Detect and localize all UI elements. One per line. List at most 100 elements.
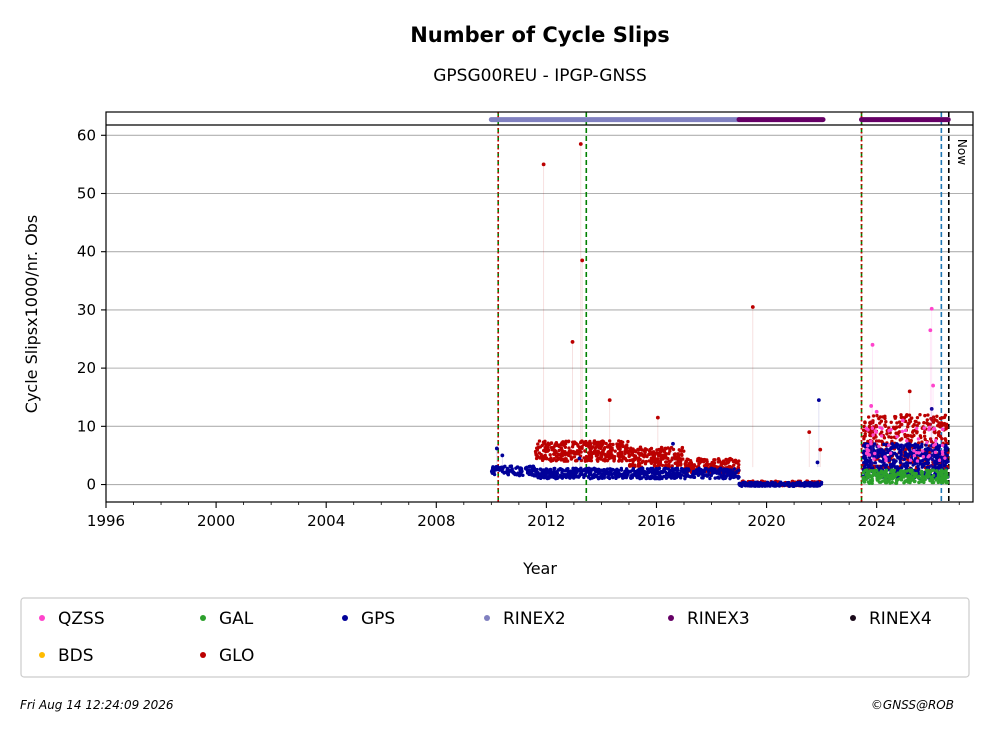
data-point-glo [726,459,730,464]
data-point-gps [679,466,684,471]
data-point-gps [749,484,753,488]
data-point-glo [878,421,882,425]
data-point-glo [911,424,915,428]
data-point-gal [908,480,912,485]
data-point-gps [593,467,597,472]
data-point-glo [930,418,934,422]
data-point-gps [925,465,929,470]
outlier-point-gps [671,441,675,446]
data-point-gal [945,480,950,485]
data-point-glo [659,445,664,450]
data-point-glo [543,439,547,443]
data-point-glo [866,415,871,419]
data-point-gps [881,463,886,467]
data-point-glo [564,439,568,444]
data-point-gps [884,463,889,467]
data-point-qzss [908,458,913,462]
data-point-glo [871,414,876,418]
data-point-gps [657,470,661,474]
data-point-glo [549,445,554,450]
data-point-glo [880,430,884,434]
data-point-gps [610,474,614,478]
outlier-point-qzss [931,383,935,388]
data-point-glo [544,443,548,447]
data-point-gal [864,472,868,477]
data-point-qzss [888,451,893,455]
data-point-gal [901,471,906,476]
data-point-gps [642,474,646,479]
outlier-point-gps [929,406,934,411]
x-tick-label: 2024 [858,512,896,530]
data-point-gps [944,460,949,465]
y-tick-label: 30 [77,301,96,319]
data-point-gps [787,481,791,486]
data-point-glo [869,421,874,425]
data-point-gps [715,475,720,480]
data-point-gps [782,483,786,487]
data-point-gps [871,454,876,458]
data-point-glo [627,454,631,459]
data-point-gps [606,470,610,474]
data-point-glo [580,444,584,449]
outlier-point-glo [750,305,755,309]
data-point-gps [587,470,591,475]
data-point-glo [653,460,657,465]
data-point-glo [559,442,563,446]
data-point-gps [508,464,512,469]
data-point-gps [702,468,707,472]
data-point-gal [931,480,936,485]
data-point-glo [737,462,741,467]
data-point-glo [626,439,630,444]
data-point-glo [576,444,580,448]
outlier-point-gps [494,446,499,451]
data-point-gps [912,458,917,463]
data-point-glo [597,444,602,448]
data-point-glo [649,461,654,465]
data-point-qzss [937,458,942,463]
data-point-gps [904,443,908,447]
legend-marker [39,652,45,658]
data-point-glo [670,457,674,462]
data-point-gps [588,476,592,481]
data-point-glo [863,432,867,436]
data-point-gps [721,476,725,480]
data-point-gps [631,466,636,471]
data-point-gal [936,480,941,485]
data-point-glo [623,449,627,453]
axes: 0 10 20 30 40 50 60 1996 2000 2004 2008 2012 2016 202… [77,126,960,530]
data-point-gps [675,468,680,473]
outlier-point-qzss [870,342,875,347]
x-axis-label: Year [522,559,557,578]
data-point-glo [938,416,943,421]
data-point-glo [933,430,937,435]
outlier-point-gps [816,398,821,403]
data-point-glo [877,439,881,443]
data-point-glo [903,419,908,424]
data-point-glo [615,444,620,449]
data-point-glo [657,453,662,458]
data-point-gps [894,453,899,457]
data-point-gps [489,469,494,474]
data-point-glo [943,413,948,417]
data-point-gps [920,462,925,466]
data-point-glo [898,438,902,442]
data-point-glo [885,432,889,436]
data-point-qzss [932,426,937,431]
data-point-gps [554,476,558,481]
data-point-qzss [927,425,932,429]
data-point-gps [510,469,515,473]
data-point-gps [546,475,550,480]
data-point-glo [575,458,579,463]
data-point-glo [592,439,597,443]
data-point-gps [871,444,875,449]
data-point-glo [882,436,887,440]
data-point-gal [888,475,892,479]
data-point-gps [808,481,812,485]
data-point-gal [877,471,882,476]
data-point-qzss [912,449,916,453]
data-point-qzss [917,451,921,455]
data-point-gps [732,467,737,471]
data-point-glo [544,456,549,460]
data-point-glo [636,462,641,467]
plot-frame [105,111,974,503]
